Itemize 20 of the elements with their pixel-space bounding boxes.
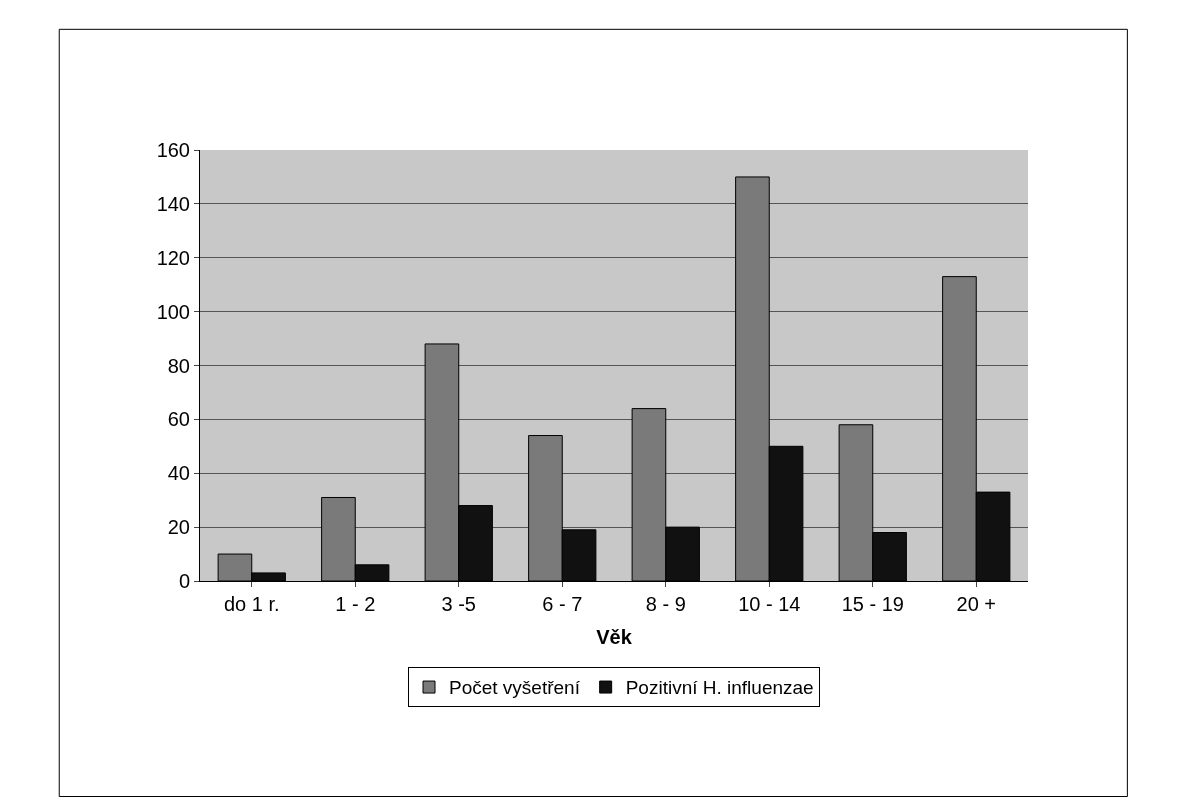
y-tick-label: 60	[167, 408, 190, 431]
y-tick-label: 140	[156, 192, 190, 215]
y-tick-label: 160	[156, 139, 190, 161]
y-tick-label: 120	[156, 246, 190, 269]
y-tick-label: 100	[156, 300, 190, 323]
x-tick-label: 8 - 9	[645, 593, 686, 615]
x-axis-title: Věk	[596, 625, 633, 648]
x-tick-label: 20 +	[956, 593, 996, 615]
x-tick-label: 6 - 7	[542, 593, 583, 615]
legend-label: Pozitivní H. influenzae	[625, 677, 814, 699]
x-tick-label: 3 -5	[441, 593, 476, 615]
x-tick-label: 1 - 2	[335, 593, 376, 615]
y-tick-label: 0	[178, 570, 190, 592]
y-tick-label: 20	[167, 516, 190, 539]
x-tick-label: do 1 r.	[223, 593, 280, 615]
y-tick-label: 40	[167, 462, 190, 485]
legend-label: Počet vyšetření	[449, 677, 581, 699]
x-tick-label: 15 - 19	[841, 593, 904, 615]
x-tick-label: 10 - 14	[738, 593, 801, 615]
y-tick-label: 80	[167, 354, 190, 377]
